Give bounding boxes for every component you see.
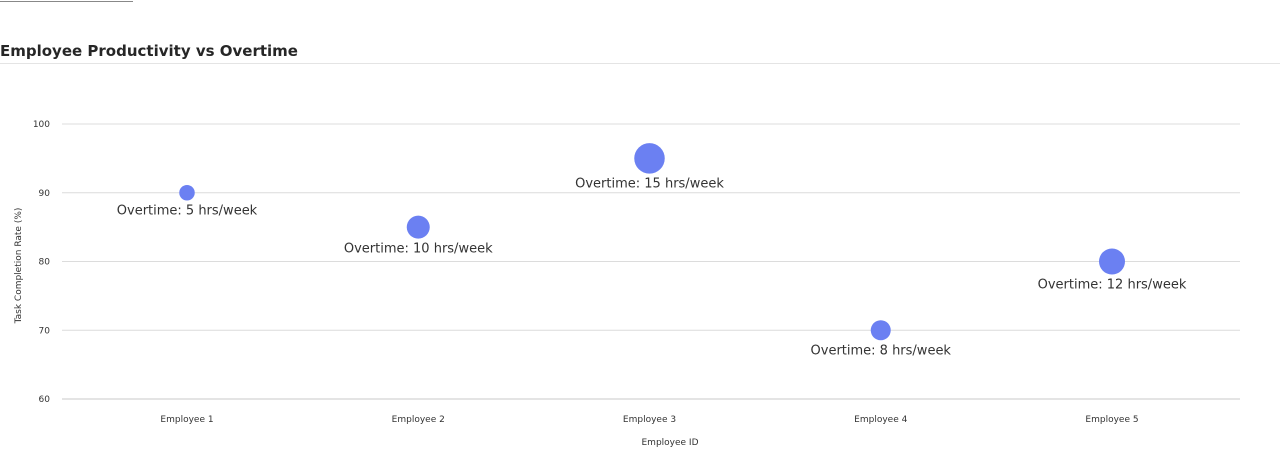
bubble-point[interactable]	[870, 320, 891, 341]
bubble-label: Overtime: 10 hrs/week	[344, 242, 493, 257]
chart-title: Employee Productivity vs Overtime	[0, 42, 298, 60]
y-tick-label: 60	[39, 395, 51, 405]
bubble-labels: Overtime: 5 hrs/week Overtime: 10 hrs/wee…	[117, 177, 1187, 359]
bubbles	[179, 143, 1125, 341]
y-tick-label: 80	[39, 258, 51, 268]
y-tick-label: 100	[33, 120, 50, 130]
x-tick-label: Employee 5	[1085, 415, 1138, 425]
top-tab-underline	[0, 0, 133, 2]
grid-lines	[62, 123, 1240, 400]
x-axis-ticks: Employee 1 Employee 2 Employee 3 Employee 4…	[160, 415, 1138, 425]
bubble-label: Overtime: 12 hrs/week	[1038, 278, 1187, 293]
bubble-point[interactable]	[406, 215, 430, 239]
bubble-label: Overtime: 8 hrs/week	[811, 343, 952, 358]
x-tick-label: Employee 3	[623, 415, 676, 425]
y-tick-label: 90	[39, 189, 51, 199]
bubble-point[interactable]	[634, 143, 665, 174]
y-axis-ticks: 60 70 80 90 100	[33, 120, 50, 405]
x-tick-label: Employee 2	[392, 415, 445, 425]
chart-header: Employee Productivity vs Overtime	[0, 42, 1280, 64]
x-tick-label: Employee 1	[160, 415, 213, 425]
bubble-point[interactable]	[179, 185, 195, 201]
bubble-label: Overtime: 5 hrs/week	[117, 204, 258, 219]
y-tick-label: 70	[39, 326, 51, 336]
x-tick-label: Employee 4	[854, 415, 907, 425]
x-axis-title: Employee ID	[641, 438, 698, 448]
bubble-point[interactable]	[1099, 248, 1125, 275]
y-axis-title: Task Completion Rate (%)	[14, 208, 24, 325]
bubble-label: Overtime: 15 hrs/week	[575, 177, 724, 192]
